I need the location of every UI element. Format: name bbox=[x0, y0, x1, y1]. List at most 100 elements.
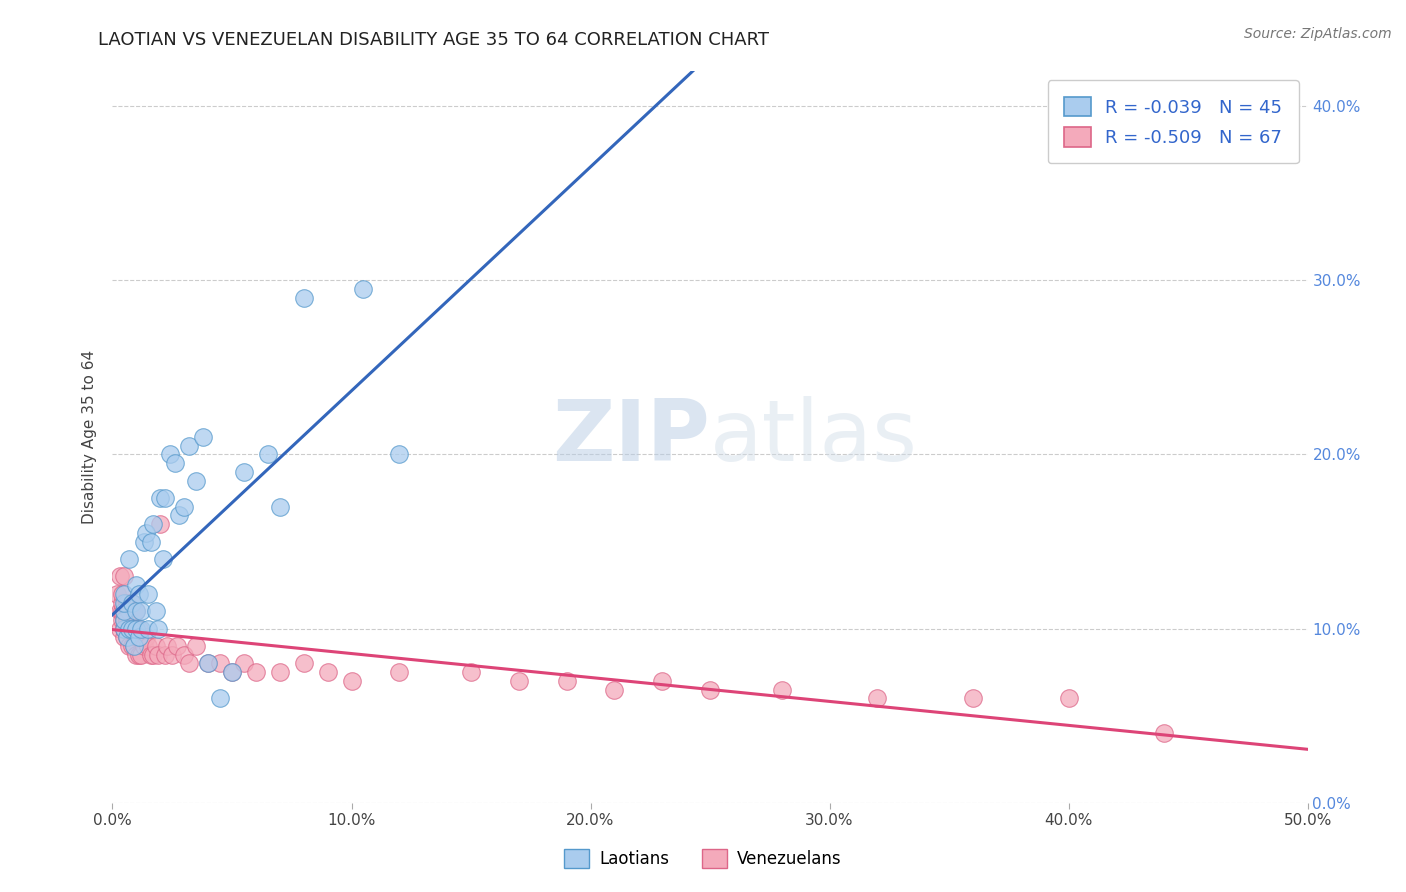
Point bbox=[108, 604, 131, 618]
Point bbox=[108, 569, 131, 583]
Point bbox=[699, 682, 721, 697]
Point bbox=[132, 639, 155, 653]
Point bbox=[651, 673, 673, 688]
Point bbox=[292, 657, 315, 671]
Point bbox=[132, 534, 155, 549]
Point bbox=[163, 456, 186, 470]
Point bbox=[233, 657, 256, 671]
Point bbox=[149, 517, 172, 532]
Point bbox=[146, 622, 169, 636]
Point bbox=[128, 587, 150, 601]
Point bbox=[233, 465, 256, 479]
Point bbox=[1153, 726, 1175, 740]
Point bbox=[114, 587, 135, 601]
Point bbox=[114, 613, 135, 627]
Point bbox=[115, 631, 138, 645]
Point bbox=[128, 648, 150, 662]
Point bbox=[125, 604, 148, 618]
Point bbox=[245, 665, 267, 680]
Point bbox=[269, 665, 291, 680]
Point bbox=[122, 622, 145, 636]
Point bbox=[121, 639, 143, 653]
Point bbox=[122, 604, 145, 618]
Point bbox=[292, 291, 315, 305]
Point bbox=[197, 657, 219, 671]
Point bbox=[105, 587, 128, 601]
Point bbox=[152, 552, 174, 566]
Point bbox=[114, 604, 135, 618]
Point bbox=[388, 448, 411, 462]
Point bbox=[186, 639, 208, 653]
Point bbox=[177, 439, 200, 453]
Point bbox=[138, 587, 160, 601]
Point bbox=[128, 631, 150, 645]
Point bbox=[166, 639, 188, 653]
Point bbox=[118, 552, 141, 566]
Point bbox=[169, 508, 191, 523]
Point bbox=[118, 622, 141, 636]
Point bbox=[121, 595, 143, 609]
Point bbox=[269, 500, 291, 514]
Point bbox=[122, 639, 145, 653]
Point bbox=[866, 691, 889, 706]
Point bbox=[125, 578, 148, 592]
Point bbox=[770, 682, 793, 697]
Point bbox=[121, 595, 143, 609]
Point bbox=[135, 525, 157, 540]
Point bbox=[156, 639, 179, 653]
Point bbox=[153, 648, 176, 662]
Text: LAOTIAN VS VENEZUELAN DISABILITY AGE 35 TO 64 CORRELATION CHART: LAOTIAN VS VENEZUELAN DISABILITY AGE 35 … bbox=[98, 31, 769, 49]
Point bbox=[114, 631, 135, 645]
Point bbox=[508, 673, 530, 688]
Point bbox=[114, 604, 135, 618]
Point bbox=[122, 639, 145, 653]
Point bbox=[221, 665, 243, 680]
Point bbox=[162, 648, 183, 662]
Point bbox=[118, 622, 141, 636]
Point bbox=[209, 657, 232, 671]
Point bbox=[145, 639, 167, 653]
Point bbox=[111, 595, 134, 609]
Point bbox=[129, 622, 152, 636]
Point bbox=[111, 604, 134, 618]
Point bbox=[352, 282, 374, 296]
Point bbox=[209, 691, 232, 706]
Point bbox=[125, 622, 148, 636]
Point bbox=[142, 648, 165, 662]
Text: Source: ZipAtlas.com: Source: ZipAtlas.com bbox=[1244, 27, 1392, 41]
Point bbox=[142, 517, 165, 532]
Point bbox=[1057, 691, 1080, 706]
Point bbox=[193, 430, 215, 444]
Point bbox=[221, 665, 243, 680]
Point bbox=[125, 631, 148, 645]
Point bbox=[128, 622, 150, 636]
Legend: R = -0.039   N = 45, R = -0.509   N = 67: R = -0.039 N = 45, R = -0.509 N = 67 bbox=[1047, 80, 1299, 163]
Point bbox=[149, 491, 172, 505]
Point bbox=[135, 631, 157, 645]
Point bbox=[121, 622, 143, 636]
Point bbox=[388, 665, 411, 680]
Point bbox=[139, 534, 162, 549]
Point bbox=[340, 673, 363, 688]
Point bbox=[121, 622, 143, 636]
Point bbox=[115, 595, 138, 609]
Point bbox=[114, 569, 135, 583]
Point bbox=[138, 622, 160, 636]
Point bbox=[145, 604, 167, 618]
Point bbox=[114, 622, 135, 636]
Point bbox=[146, 648, 169, 662]
Point bbox=[111, 587, 134, 601]
Point bbox=[173, 648, 195, 662]
Point bbox=[257, 448, 280, 462]
Point bbox=[114, 595, 135, 609]
Point bbox=[115, 631, 138, 645]
Point bbox=[159, 448, 181, 462]
Point bbox=[153, 491, 176, 505]
Point bbox=[316, 665, 339, 680]
Point bbox=[114, 613, 135, 627]
Point bbox=[177, 657, 200, 671]
Point bbox=[125, 648, 148, 662]
Text: ZIP: ZIP bbox=[553, 395, 710, 479]
Point bbox=[129, 604, 152, 618]
Point bbox=[460, 665, 482, 680]
